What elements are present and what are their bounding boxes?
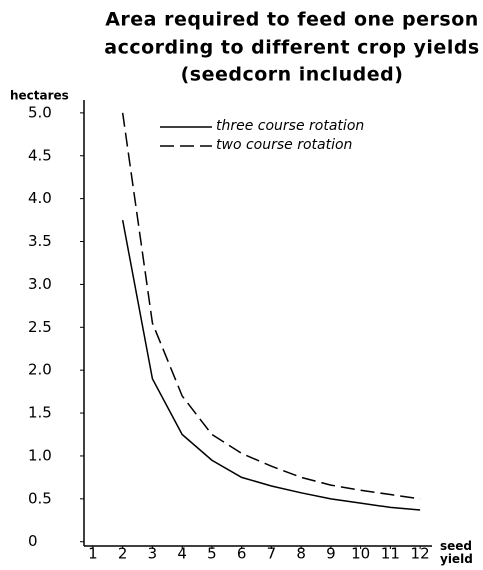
y-tick-label: 0.5 xyxy=(28,489,52,507)
y-tick-label: 5.0 xyxy=(28,103,52,121)
y-tick-label: 4.5 xyxy=(28,146,52,164)
y-tick-label: 1.5 xyxy=(28,404,52,422)
legend-label: three course rotation xyxy=(216,118,364,134)
x-tick-label: 11 xyxy=(381,545,400,563)
y-tick-label: 3.0 xyxy=(28,275,52,293)
x-tick-label: 1 xyxy=(88,545,98,563)
chart-title: (seedcorn included) xyxy=(181,64,404,86)
chart-title: Area required to feed one person xyxy=(105,9,479,31)
x-tick-label: 3 xyxy=(148,545,158,563)
x-tick-label: 9 xyxy=(326,545,336,563)
y-tick-label: 2.5 xyxy=(28,318,52,336)
y-tick-label: 2.0 xyxy=(28,361,52,379)
line xyxy=(121,219,421,511)
x-tick-label: 5 xyxy=(207,545,217,563)
x-axis-label: seed yield xyxy=(440,539,473,566)
x-tick-label: 4 xyxy=(177,545,187,563)
x-tick-label: 12 xyxy=(411,545,430,563)
chart-title: according to different crop yields xyxy=(104,37,480,59)
x-tick-label: 6 xyxy=(237,545,247,563)
legend-label: two course rotation xyxy=(216,137,352,153)
x-tick-label: 8 xyxy=(296,545,306,563)
x-tick-label: 7 xyxy=(267,545,277,563)
y-tick-label: 4.0 xyxy=(28,189,52,207)
y-tick-label: 1.0 xyxy=(28,446,52,464)
y-tick-label: 3.5 xyxy=(28,232,52,250)
x-tick-label: 10 xyxy=(351,545,370,563)
y-tick-label: 0 xyxy=(28,532,38,550)
y-axis-label: hectares xyxy=(10,89,69,103)
x-tick-label: 2 xyxy=(118,545,128,563)
line xyxy=(121,112,421,500)
